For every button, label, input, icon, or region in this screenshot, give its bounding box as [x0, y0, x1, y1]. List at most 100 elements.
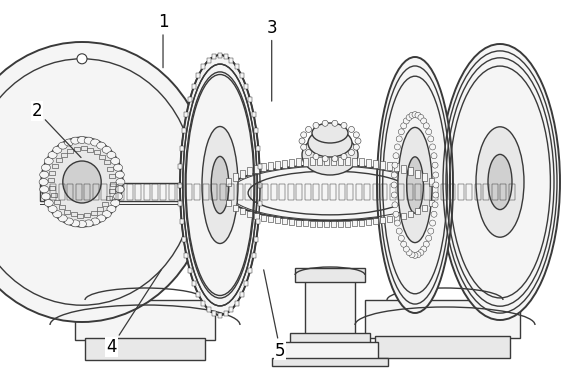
- Bar: [186, 184, 192, 200]
- Ellipse shape: [225, 165, 435, 221]
- Text: 5: 5: [264, 270, 285, 359]
- Ellipse shape: [39, 186, 49, 193]
- Ellipse shape: [305, 150, 312, 155]
- Ellipse shape: [415, 252, 421, 258]
- Ellipse shape: [418, 250, 424, 256]
- Bar: [144, 184, 149, 200]
- Bar: [182, 236, 186, 242]
- Ellipse shape: [102, 211, 111, 218]
- Ellipse shape: [418, 114, 424, 121]
- Bar: [247, 167, 252, 175]
- Bar: [233, 173, 238, 181]
- Ellipse shape: [71, 137, 80, 144]
- Ellipse shape: [393, 211, 399, 217]
- Ellipse shape: [312, 123, 348, 143]
- Ellipse shape: [41, 137, 123, 227]
- Bar: [106, 196, 112, 200]
- Bar: [483, 184, 490, 200]
- Bar: [331, 157, 336, 165]
- Bar: [295, 268, 365, 282]
- Ellipse shape: [423, 241, 430, 247]
- Ellipse shape: [0, 42, 210, 322]
- Ellipse shape: [412, 252, 418, 258]
- Ellipse shape: [58, 215, 67, 222]
- Bar: [102, 202, 108, 206]
- Bar: [108, 167, 113, 171]
- Ellipse shape: [322, 120, 328, 126]
- Bar: [94, 151, 100, 154]
- Bar: [226, 178, 231, 186]
- Bar: [373, 160, 378, 168]
- Bar: [110, 182, 116, 186]
- Bar: [248, 97, 252, 102]
- Bar: [322, 184, 328, 200]
- Ellipse shape: [71, 220, 80, 227]
- Bar: [303, 220, 308, 226]
- Bar: [254, 213, 259, 219]
- Bar: [84, 213, 90, 217]
- Ellipse shape: [403, 246, 410, 252]
- Ellipse shape: [211, 157, 229, 214]
- Ellipse shape: [65, 218, 73, 225]
- Bar: [244, 84, 248, 89]
- Bar: [188, 267, 192, 273]
- Ellipse shape: [58, 142, 67, 149]
- Bar: [380, 217, 385, 223]
- Bar: [100, 155, 105, 159]
- Bar: [184, 112, 188, 117]
- Bar: [212, 311, 216, 316]
- Bar: [345, 221, 350, 227]
- Ellipse shape: [39, 171, 49, 178]
- Bar: [305, 280, 355, 335]
- Bar: [275, 217, 280, 223]
- Ellipse shape: [97, 142, 106, 149]
- Bar: [48, 178, 54, 182]
- Bar: [75, 300, 215, 340]
- Bar: [228, 184, 235, 200]
- Bar: [240, 170, 245, 177]
- Bar: [282, 160, 287, 168]
- Bar: [59, 205, 65, 209]
- Ellipse shape: [341, 122, 347, 128]
- Bar: [387, 162, 392, 170]
- Ellipse shape: [39, 178, 48, 186]
- Bar: [196, 292, 200, 297]
- Bar: [408, 211, 413, 217]
- Bar: [184, 253, 188, 258]
- Bar: [254, 184, 260, 200]
- Bar: [399, 184, 404, 200]
- Ellipse shape: [415, 112, 421, 118]
- Bar: [212, 184, 217, 200]
- Bar: [338, 157, 343, 165]
- Bar: [401, 165, 406, 173]
- Bar: [257, 201, 261, 206]
- Bar: [432, 184, 439, 200]
- Bar: [252, 112, 256, 117]
- Ellipse shape: [377, 57, 453, 313]
- Ellipse shape: [423, 123, 430, 129]
- Bar: [305, 184, 311, 200]
- Bar: [352, 220, 357, 226]
- Bar: [203, 184, 209, 200]
- Bar: [401, 213, 406, 219]
- Bar: [458, 184, 464, 200]
- Bar: [255, 236, 259, 242]
- Bar: [212, 54, 216, 59]
- Bar: [268, 216, 273, 222]
- Bar: [84, 184, 90, 200]
- Bar: [364, 184, 371, 200]
- Bar: [77, 214, 84, 217]
- Bar: [97, 207, 103, 211]
- Bar: [240, 73, 244, 78]
- Bar: [88, 148, 93, 152]
- Bar: [258, 183, 262, 187]
- Ellipse shape: [428, 228, 434, 234]
- Bar: [365, 300, 520, 338]
- Bar: [192, 281, 196, 286]
- Bar: [180, 219, 184, 224]
- Bar: [366, 219, 371, 225]
- Bar: [224, 54, 228, 59]
- Ellipse shape: [401, 123, 407, 129]
- Bar: [196, 73, 200, 78]
- Ellipse shape: [401, 241, 407, 247]
